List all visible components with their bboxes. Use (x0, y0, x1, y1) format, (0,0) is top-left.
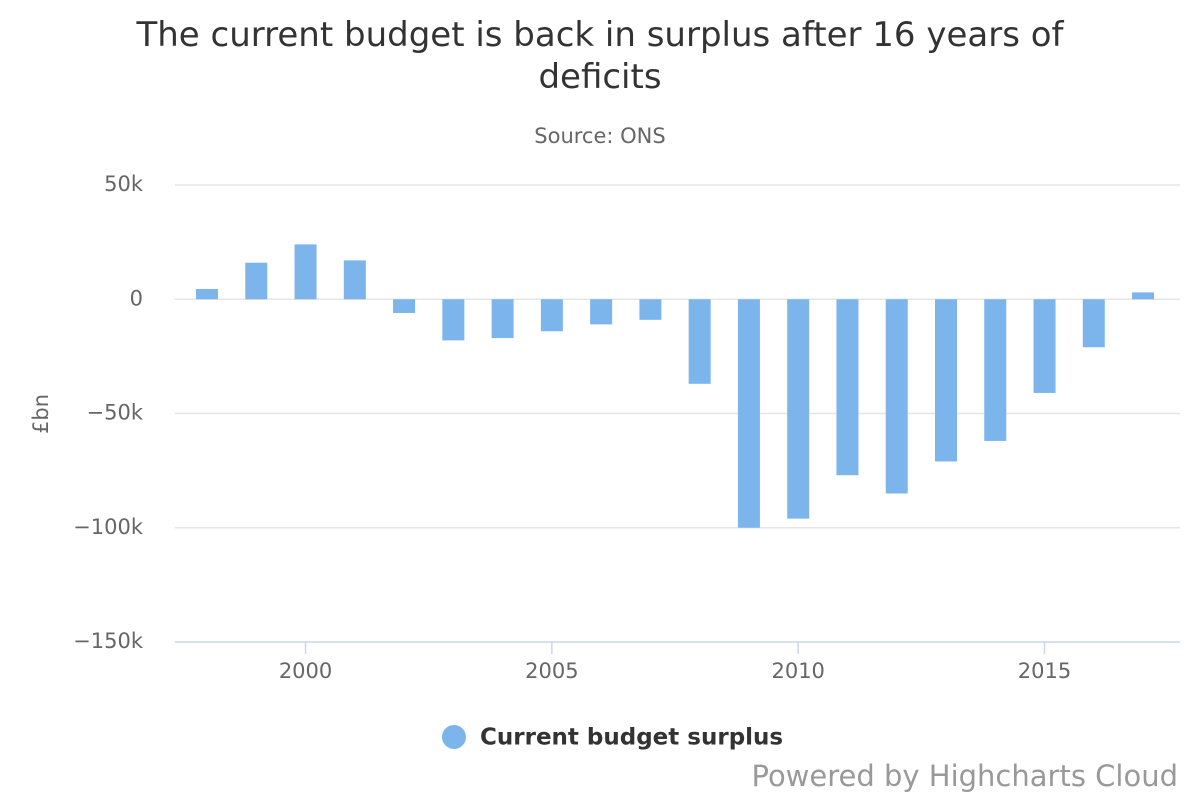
bar (343, 260, 366, 300)
bar (1132, 292, 1155, 300)
y-tick-label: 50k (104, 172, 144, 196)
legend-label: Current budget surplus (480, 725, 783, 751)
bar (393, 299, 416, 313)
bar (984, 299, 1007, 441)
bar (491, 299, 514, 339)
bar (639, 299, 662, 320)
bar (1082, 299, 1105, 348)
chart-title: The current budget is back in surplus af… (135, 15, 1064, 97)
bar (787, 299, 810, 519)
bar (540, 299, 563, 332)
y-tick-label: −150k (73, 629, 144, 653)
x-tick-label: 2010 (771, 659, 824, 683)
bar (294, 244, 317, 300)
bar (836, 299, 859, 476)
bar (1033, 299, 1056, 393)
y-tick-label: 0 (130, 286, 143, 310)
x-tick-label: 2005 (525, 659, 578, 683)
bar (737, 299, 760, 528)
bar (885, 299, 908, 494)
bar (934, 299, 957, 462)
bar (245, 262, 268, 300)
legend-marker (442, 725, 466, 749)
y-tick-label: −100k (73, 515, 144, 539)
y-axis-title: £bn (29, 394, 53, 434)
x-tick-label: 2000 (279, 659, 332, 683)
x-tick-label: 2015 (1018, 659, 1071, 683)
bar (196, 288, 219, 300)
bar (442, 299, 465, 341)
y-tick-label: −50k (87, 401, 144, 425)
bar (688, 299, 711, 384)
bar (590, 299, 613, 325)
chart-subtitle: Source: ONS (534, 124, 665, 148)
credits: Powered by Highcharts Cloud (751, 759, 1178, 793)
